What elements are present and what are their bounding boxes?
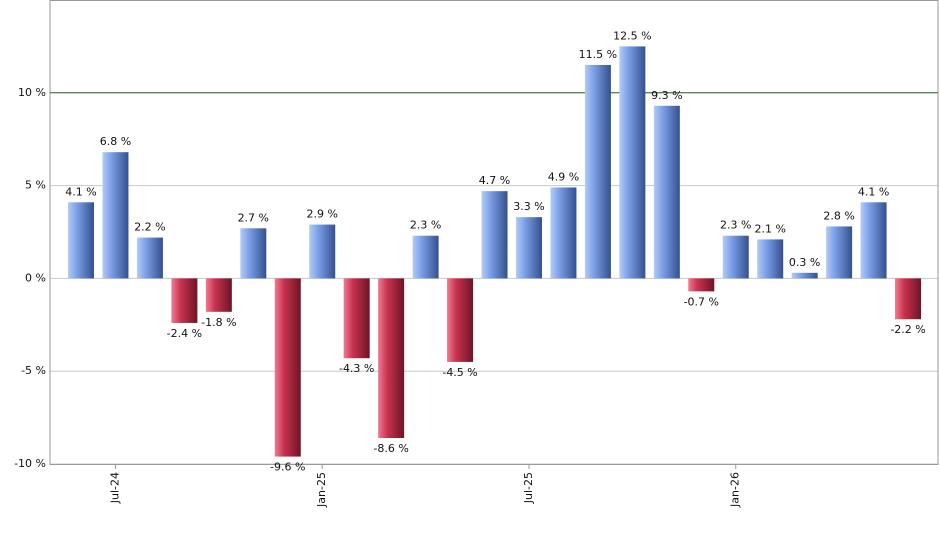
bar [240, 228, 267, 279]
y-tick-label: 0 % [25, 271, 46, 284]
value-label: -8.6 % [373, 442, 408, 455]
value-label: 2.2 % [134, 221, 165, 234]
value-label: 4.9 % [548, 170, 579, 183]
bar [68, 202, 94, 279]
value-label: 9.3 % [651, 89, 682, 102]
value-label: -1.8 % [201, 316, 236, 329]
value-label: 6.8 % [100, 135, 131, 148]
bar [447, 278, 474, 362]
value-label: 2.7 % [238, 211, 269, 224]
bar [895, 278, 922, 320]
value-label: 2.8 % [823, 209, 854, 222]
bar [515, 217, 542, 279]
value-label: 12.5 % [613, 29, 651, 42]
value-label: 4.1 % [65, 185, 96, 198]
value-label: 0.3 % [789, 256, 820, 269]
bar [274, 278, 301, 457]
bar [757, 239, 784, 279]
value-label: 2.3 % [410, 219, 441, 232]
value-label: 11.5 % [579, 48, 617, 61]
bar [860, 202, 887, 279]
bar [171, 278, 198, 323]
bar [619, 46, 646, 279]
bar [550, 187, 577, 279]
value-label: 2.9 % [306, 208, 337, 221]
y-tick-label: -5 % [21, 364, 46, 377]
y-tick-label: 10 % [18, 86, 46, 99]
value-label: 4.7 % [479, 174, 510, 187]
bar [584, 64, 611, 279]
bar [378, 278, 405, 439]
bar [343, 278, 370, 359]
value-label: -9.6 % [270, 461, 305, 474]
bar [102, 152, 129, 279]
bar [412, 235, 439, 279]
value-label: -2.4 % [167, 327, 202, 340]
x-tick-label: Jan-25 [315, 472, 328, 508]
bar [309, 224, 336, 279]
value-label: 2.1 % [754, 222, 785, 235]
bar [205, 278, 232, 312]
bar [136, 237, 163, 279]
bar [688, 278, 715, 292]
plot-frame [49, 0, 939, 465]
bar [653, 105, 680, 279]
x-tick-label: Jul-25 [522, 472, 535, 504]
value-label: 2.3 % [720, 219, 751, 232]
value-label: 4.1 % [858, 185, 889, 198]
value-label: -4.5 % [442, 366, 477, 379]
bar [826, 226, 853, 279]
bar [481, 191, 508, 279]
x-tick-label: Jan-26 [729, 472, 742, 508]
bar [791, 272, 818, 279]
y-tick-label: 5 % [25, 179, 46, 192]
value-label: -2.2 % [890, 323, 925, 336]
value-label: -0.7 % [684, 295, 719, 308]
value-label: -4.3 % [339, 362, 374, 375]
bar [722, 235, 749, 279]
y-tick-label: -10 % [14, 457, 46, 470]
value-label: 3.3 % [513, 200, 544, 213]
x-tick-label: Jul-24 [108, 472, 121, 504]
